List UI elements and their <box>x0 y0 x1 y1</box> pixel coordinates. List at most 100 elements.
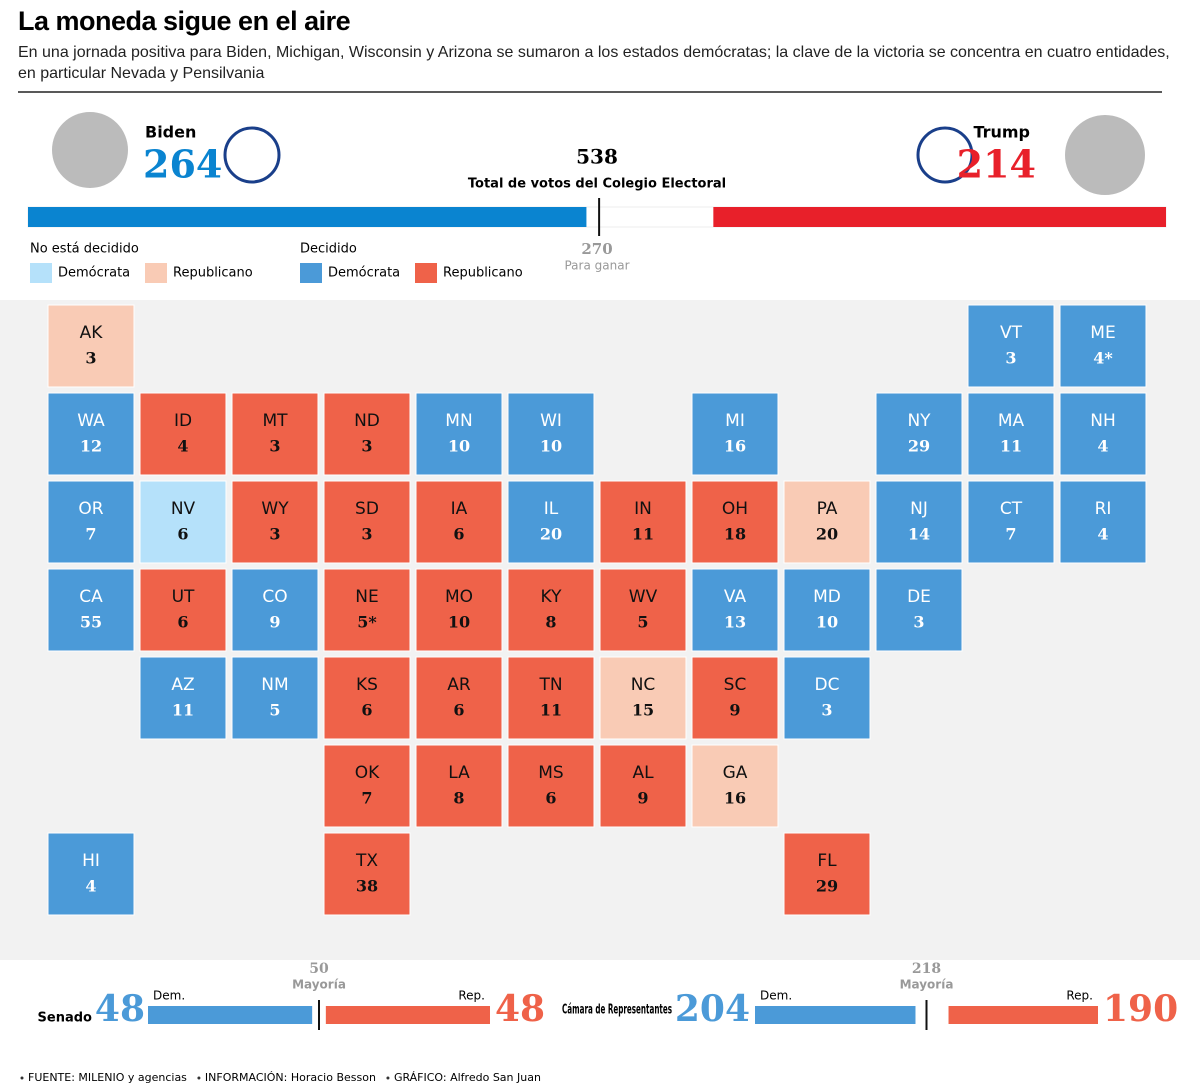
state <box>231 480 319 564</box>
state-abbr: NC <box>631 675 656 695</box>
state-votes: 3 <box>1005 349 1016 368</box>
state <box>783 832 871 916</box>
state-abbr: NJ <box>910 499 928 519</box>
trump-bar <box>713 207 1166 227</box>
state-votes: 10 <box>448 613 470 632</box>
to-win: 270 <box>581 240 612 258</box>
majority-label: Mayoría <box>900 978 954 992</box>
legend-title: Decidido <box>300 242 357 257</box>
state-votes: 3 <box>269 437 280 456</box>
footer-dot <box>20 1076 24 1080</box>
state <box>323 568 411 652</box>
state <box>507 656 595 740</box>
state-votes: 6 <box>545 789 556 808</box>
state <box>967 304 1055 388</box>
state <box>323 656 411 740</box>
state <box>599 744 687 828</box>
state-votes: 6 <box>453 701 464 720</box>
state-votes: 18 <box>724 525 746 544</box>
state <box>231 656 319 740</box>
chamber-title: Cámara de Representantes <box>562 1003 672 1018</box>
rep-bar <box>325 1006 490 1024</box>
state <box>691 568 779 652</box>
rep-label: Rep. <box>458 989 485 1003</box>
biden-bar <box>28 207 587 227</box>
state <box>507 744 595 828</box>
rep-seats: 48 <box>495 988 545 1030</box>
state-votes: 12 <box>80 437 102 456</box>
state <box>47 392 135 476</box>
state-abbr: OK <box>355 763 380 783</box>
legend-label: Republicano <box>443 266 523 281</box>
state-abbr: NV <box>171 499 196 519</box>
state-votes: 55 <box>80 613 102 632</box>
state-abbr: MN <box>445 411 472 431</box>
state-votes: 7 <box>361 789 372 808</box>
footer-item: GRÁFICO: Alfredo San Juan <box>394 1071 541 1084</box>
subtitle: En una jornada positiva para Biden, Mich… <box>18 44 1170 82</box>
biden-name: Biden <box>145 123 196 142</box>
state-votes: 11 <box>172 701 194 720</box>
state-abbr: WI <box>540 411 562 431</box>
state-abbr: MI <box>725 411 745 431</box>
state <box>1059 304 1147 388</box>
state <box>783 568 871 652</box>
state-abbr: IN <box>634 499 652 519</box>
state-votes: 3 <box>269 525 280 544</box>
state-abbr: DC <box>815 675 840 695</box>
footer-item: FUENTE: MILENIO y agencias <box>28 1071 187 1084</box>
state <box>875 568 963 652</box>
state <box>139 568 227 652</box>
state-votes: 4 <box>85 877 96 896</box>
title: La moneda sigue en el aire <box>18 6 351 36</box>
state <box>875 392 963 476</box>
state-abbr: AK <box>80 323 104 343</box>
state <box>139 392 227 476</box>
state-abbr: UT <box>172 587 195 607</box>
legend-swatch <box>145 263 167 283</box>
state <box>691 480 779 564</box>
state <box>415 480 503 564</box>
total-votes: 538 <box>576 145 618 169</box>
state-votes: 16 <box>724 789 746 808</box>
trump-votes: 214 <box>957 142 1036 187</box>
state-votes: 4 <box>1097 437 1108 456</box>
state-votes: 29 <box>816 877 838 896</box>
majority-label: Mayoría <box>292 978 346 992</box>
state-votes: 20 <box>540 525 562 544</box>
dem-seats: 204 <box>675 988 750 1030</box>
state-abbr: VA <box>724 587 747 607</box>
state-votes: 9 <box>729 701 740 720</box>
state-abbr: WA <box>77 411 105 431</box>
state-votes: 15 <box>632 701 654 720</box>
state-abbr: AZ <box>171 675 194 695</box>
majority: 50 <box>309 961 329 977</box>
majority: 218 <box>912 961 941 977</box>
rep-bar <box>948 1006 1098 1024</box>
state-abbr: HI <box>82 851 100 871</box>
legend-swatch <box>300 263 322 283</box>
to-win-label: Para ganar <box>564 259 629 273</box>
chamber-title: Senado <box>38 1011 93 1026</box>
state-votes: 6 <box>177 525 188 544</box>
state-abbr: GA <box>723 763 748 783</box>
state-votes: 4 <box>177 437 188 456</box>
trump-name: Trump <box>973 123 1030 142</box>
state-votes: 8 <box>545 613 556 632</box>
state-votes: 10 <box>448 437 470 456</box>
state <box>507 480 595 564</box>
state <box>415 744 503 828</box>
state <box>691 392 779 476</box>
state-votes: 10 <box>540 437 562 456</box>
state <box>507 392 595 476</box>
state-votes: 3 <box>85 349 96 368</box>
footer-dot <box>197 1076 201 1080</box>
total-label: Total de votos del Colegio Electoral <box>468 177 726 192</box>
state-abbr: IA <box>451 499 468 519</box>
dem-seats: 48 <box>95 988 145 1030</box>
state-votes: 9 <box>269 613 280 632</box>
state-abbr: CT <box>1000 499 1023 519</box>
state <box>231 392 319 476</box>
